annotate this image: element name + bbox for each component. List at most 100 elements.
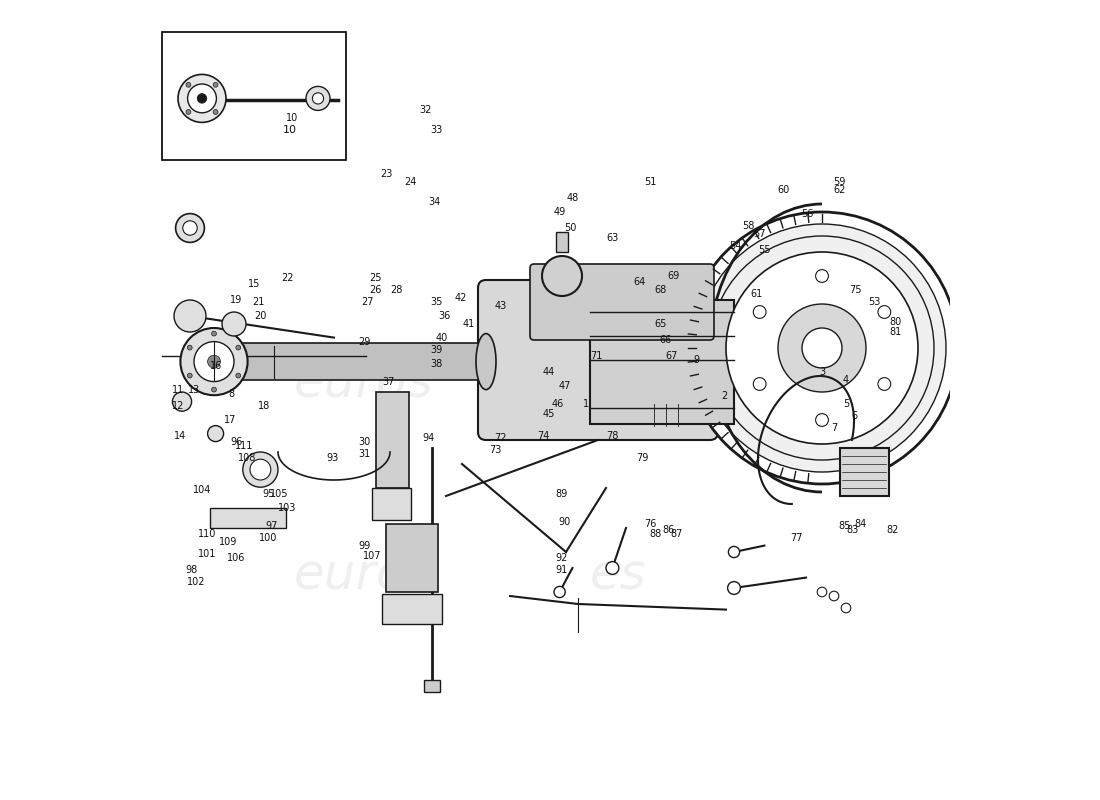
Circle shape xyxy=(173,392,191,411)
Text: 68: 68 xyxy=(654,285,667,294)
Text: 60: 60 xyxy=(778,186,790,195)
Bar xyxy=(386,524,438,592)
Text: 89: 89 xyxy=(556,490,568,499)
Text: 30: 30 xyxy=(359,437,371,446)
Circle shape xyxy=(778,304,866,392)
Text: 46: 46 xyxy=(552,399,564,409)
Text: 5: 5 xyxy=(843,399,849,409)
Text: 35: 35 xyxy=(430,298,442,307)
Circle shape xyxy=(842,603,850,613)
Bar xyxy=(839,448,889,496)
Text: 88: 88 xyxy=(649,530,662,539)
Text: 90: 90 xyxy=(559,517,571,526)
Text: 96: 96 xyxy=(230,437,242,446)
Bar xyxy=(210,508,286,528)
Text: 2: 2 xyxy=(722,391,727,401)
Text: 31: 31 xyxy=(359,450,371,459)
Circle shape xyxy=(208,355,220,368)
Text: 91: 91 xyxy=(556,565,568,574)
Bar xyxy=(382,594,442,624)
Circle shape xyxy=(754,306,766,318)
Text: 42: 42 xyxy=(454,293,466,302)
Circle shape xyxy=(878,378,891,390)
Text: 18: 18 xyxy=(257,402,270,411)
Text: es: es xyxy=(590,552,647,600)
Text: 27: 27 xyxy=(361,298,374,307)
Text: 105: 105 xyxy=(271,490,289,499)
Text: 26: 26 xyxy=(370,285,382,294)
Text: 98: 98 xyxy=(186,565,198,574)
Text: 108: 108 xyxy=(239,453,256,462)
Text: 78: 78 xyxy=(606,431,618,441)
Circle shape xyxy=(187,373,192,378)
Circle shape xyxy=(726,252,918,444)
Circle shape xyxy=(213,110,218,114)
Circle shape xyxy=(186,110,190,114)
Text: 45: 45 xyxy=(542,410,554,419)
Bar xyxy=(214,343,490,380)
Text: 104: 104 xyxy=(192,485,211,494)
Text: 101: 101 xyxy=(198,549,217,558)
Text: 94: 94 xyxy=(422,434,435,443)
Bar xyxy=(557,232,568,252)
Text: 75: 75 xyxy=(849,285,862,294)
Text: 19: 19 xyxy=(230,295,242,305)
Circle shape xyxy=(698,224,946,472)
Circle shape xyxy=(235,346,241,350)
Text: 87: 87 xyxy=(670,530,683,539)
Text: 28: 28 xyxy=(390,285,403,294)
Text: 80: 80 xyxy=(890,317,902,326)
Text: 50: 50 xyxy=(564,223,576,233)
Bar xyxy=(162,32,346,160)
Circle shape xyxy=(211,331,217,336)
Circle shape xyxy=(197,94,207,103)
Circle shape xyxy=(686,212,958,484)
Text: 17: 17 xyxy=(223,415,236,425)
Text: 48: 48 xyxy=(566,194,579,203)
Ellipse shape xyxy=(476,334,496,390)
Text: 1: 1 xyxy=(583,399,590,409)
Text: 39: 39 xyxy=(430,346,442,355)
Text: 62: 62 xyxy=(834,186,846,195)
Text: 63: 63 xyxy=(606,234,618,243)
Circle shape xyxy=(250,459,271,480)
Circle shape xyxy=(211,387,217,392)
Circle shape xyxy=(728,546,739,558)
Text: euros: euros xyxy=(294,360,433,408)
Text: 12: 12 xyxy=(172,402,184,411)
Text: 102: 102 xyxy=(187,578,206,587)
Text: 99: 99 xyxy=(359,541,371,550)
Text: 59: 59 xyxy=(834,178,846,187)
Text: 103: 103 xyxy=(278,503,297,513)
Text: 111: 111 xyxy=(235,442,254,451)
Circle shape xyxy=(235,373,241,378)
Text: 83: 83 xyxy=(846,525,858,534)
Text: 54: 54 xyxy=(729,242,741,251)
Circle shape xyxy=(727,582,740,594)
Text: 77: 77 xyxy=(790,533,803,542)
Text: 10: 10 xyxy=(286,114,298,123)
Circle shape xyxy=(815,270,828,282)
Bar xyxy=(375,392,409,488)
Circle shape xyxy=(312,93,323,104)
Text: 47: 47 xyxy=(558,381,571,390)
Text: 57: 57 xyxy=(754,229,766,238)
Text: 21: 21 xyxy=(252,298,264,307)
Circle shape xyxy=(180,328,248,395)
Text: 13: 13 xyxy=(188,386,200,395)
Text: 58: 58 xyxy=(742,221,755,230)
Text: 14: 14 xyxy=(174,431,187,441)
Text: 66: 66 xyxy=(660,335,672,345)
Circle shape xyxy=(754,378,766,390)
Text: 25: 25 xyxy=(370,274,382,283)
Text: 20: 20 xyxy=(254,311,266,321)
Text: 53: 53 xyxy=(868,298,880,307)
Text: 9: 9 xyxy=(693,355,700,365)
Text: 7: 7 xyxy=(830,423,837,433)
Text: 71: 71 xyxy=(591,351,603,361)
Text: 4: 4 xyxy=(843,375,849,385)
Text: 69: 69 xyxy=(668,271,680,281)
Text: 8: 8 xyxy=(229,389,234,398)
Circle shape xyxy=(554,586,565,598)
Text: 6: 6 xyxy=(851,411,857,421)
